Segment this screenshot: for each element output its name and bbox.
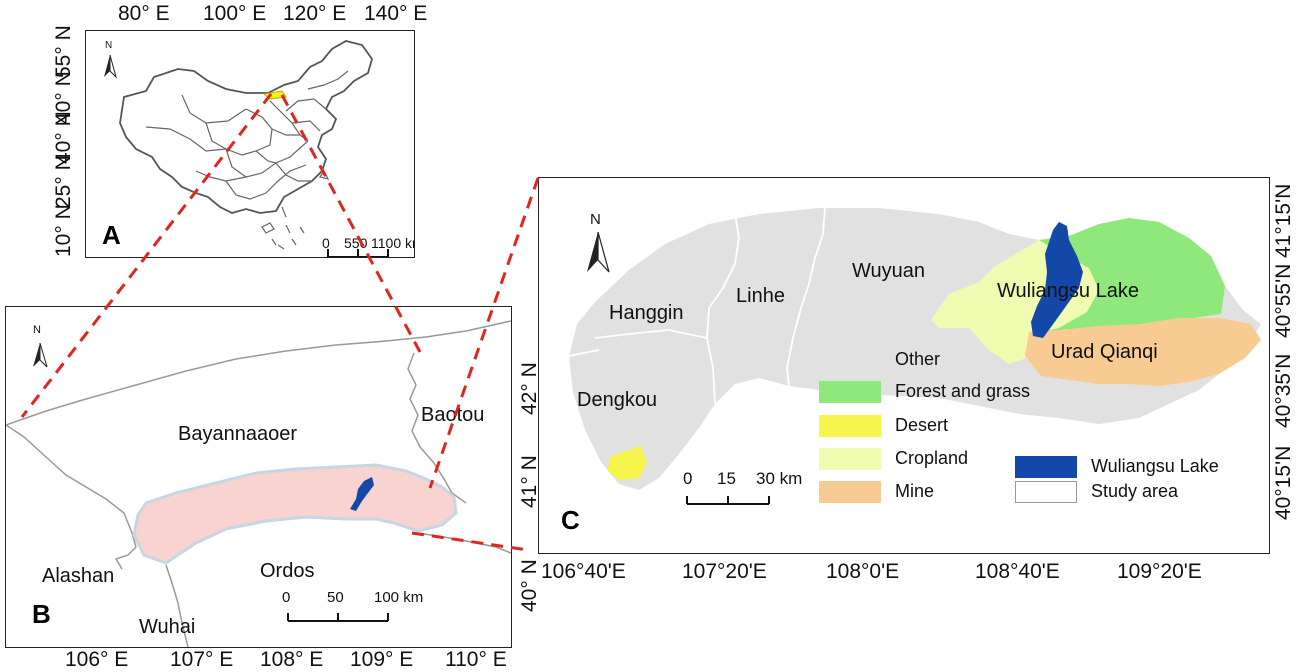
north-arrow-a <box>104 54 117 79</box>
panel-b-bottom-tick-109: 109° E <box>350 648 414 671</box>
desert-region <box>607 446 647 480</box>
panel-c-bottom-tick-108-0: 108°0'E <box>826 560 900 583</box>
panel-a-china-map: N A 0 550 1100 km <box>85 30 415 258</box>
north-arrow-c <box>587 231 610 273</box>
place-wuhai: Wuhai <box>139 616 196 638</box>
panel-c-bottom-tick-107-20: 107°20'E <box>682 560 767 583</box>
place-alashan: Alashan <box>42 565 115 587</box>
legend-label-study-area: Study area <box>1091 481 1179 501</box>
scale-bar-b <box>287 613 389 622</box>
scale-a-label-0: 0 <box>322 235 330 251</box>
legend-label-other: Other <box>895 349 941 369</box>
legend-swatch-wuliangsu-lake <box>1015 456 1077 478</box>
place-wuyuan: Wuyuan <box>852 260 926 282</box>
legend-label-forest-grass: Forest and grass <box>895 381 1031 401</box>
panel-b-region-map: N Bayannaaoer Baotou Alashan Ordos Wuhai… <box>5 306 512 648</box>
panel-c-bottom-tick-106-40: 106°40'E <box>541 560 626 583</box>
panel-c-bottom-tick-109-20: 109°20'E <box>1117 560 1202 583</box>
north-label-a: N <box>105 40 113 51</box>
study-area-pink <box>132 463 458 565</box>
scale-a-label-1: 550 <box>344 235 368 251</box>
place-hanggin: Hanggin <box>609 302 684 324</box>
place-urad-qianqi: Urad Qianqi <box>1051 341 1158 363</box>
panel-c-right-tick-41-15: 41°15'N <box>1272 183 1295 258</box>
scale-c-label-0: 0 <box>683 469 693 488</box>
legend-swatch-other <box>819 349 881 371</box>
panel-b-bottom-tick-106: 106° E <box>65 648 129 671</box>
place-ordos: Ordos <box>260 560 315 582</box>
mine-region <box>1025 318 1261 386</box>
panel-a-left-tick-10: 10° N <box>52 204 75 257</box>
panel-a-top-tick-120: 120° E <box>283 2 347 25</box>
place-baotou: Baotou <box>421 404 485 426</box>
legend-swatch-forest-grass <box>819 381 881 403</box>
panel-c-right-tick-40-55: 40°55'N <box>1272 263 1295 338</box>
panel-a-top-tick-100: 100° E <box>203 2 267 25</box>
panel-a-letter: A <box>102 220 121 250</box>
legend-label-wuliangsu-lake: Wuliangsu Lake <box>1091 456 1219 476</box>
china-boundary <box>119 40 373 214</box>
panel-c-landuse-map: N Hanggin Linhe Wuyuan Dengkou Wuliangsu… <box>538 177 1270 554</box>
panel-b-letter: B <box>32 599 51 629</box>
panel-a-top-tick-80: 80° E <box>118 2 170 25</box>
north-label-b: N <box>33 324 41 336</box>
panel-b-bottom-tick-108: 108° E <box>260 648 324 671</box>
wuliangsu-lake-c <box>1031 222 1083 338</box>
panel-a-left-tick-55: 55° N <box>52 25 75 78</box>
scale-b-label-0: 0 <box>282 589 291 606</box>
legend-label-mine: Mine <box>895 481 935 501</box>
panel-a-top-tick-140: 140° E <box>364 2 428 25</box>
panel-c-right-tick-40-15: 40°15'N <box>1272 445 1295 520</box>
scale-b-label-1: 50 <box>327 589 344 606</box>
place-linhe: Linhe <box>736 285 785 307</box>
scale-c-label-1: 15 <box>717 469 736 488</box>
panel-b-bottom-tick-107: 107° E <box>170 648 234 671</box>
panel-c-bottom-tick-108-40: 108°40'E <box>975 560 1060 583</box>
landuse-map-c <box>568 207 1261 505</box>
county-boundaries <box>568 207 826 405</box>
panel-a-left-tick-25: 25° N <box>52 155 75 208</box>
legend-swatch-desert <box>819 415 881 437</box>
legend-swatch-mine <box>819 481 881 503</box>
scale-b-label-2: 100 km <box>374 589 424 606</box>
legend-swatch-cropland <box>819 448 881 470</box>
scale-bar-c <box>686 496 770 505</box>
wuliangsu-lake-b <box>350 477 374 511</box>
legend-label-cropland: Cropland <box>895 448 969 468</box>
place-wuliangsu-lake: Wuliangsu Lake <box>997 280 1139 302</box>
panel-c-letter: C <box>561 505 580 535</box>
north-label-c: N <box>590 211 601 228</box>
china-outline-map <box>104 40 389 257</box>
north-arrow-b <box>33 342 48 368</box>
place-dengkou: Dengkou <box>577 389 658 411</box>
legend-swatch-study-area <box>1015 481 1077 503</box>
scale-c-label-2: 30 km <box>756 469 803 488</box>
panel-b-right-tick-40: 40° N <box>518 559 541 612</box>
legend-label-desert: Desert <box>895 415 949 435</box>
panel-b-bottom-tick-110: 110° E <box>445 648 507 671</box>
panel-c-right-tick-40-35: 40°35'N <box>1272 353 1295 428</box>
region-map-b <box>6 320 511 647</box>
scale-a-label-2: 1100 km <box>371 235 414 251</box>
place-bayannaoer: Bayannaaoer <box>178 423 297 445</box>
